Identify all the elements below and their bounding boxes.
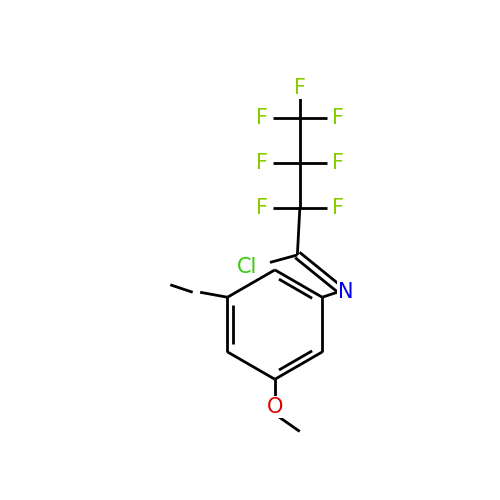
Text: F: F [294,78,306,98]
Text: F: F [256,198,268,218]
Text: O: O [266,396,283,416]
Text: F: F [332,108,344,128]
Text: F: F [332,198,344,218]
Text: F: F [256,153,268,173]
Text: Cl: Cl [237,258,258,278]
Text: F: F [332,153,344,173]
Text: N: N [338,282,353,302]
Text: F: F [256,108,268,128]
